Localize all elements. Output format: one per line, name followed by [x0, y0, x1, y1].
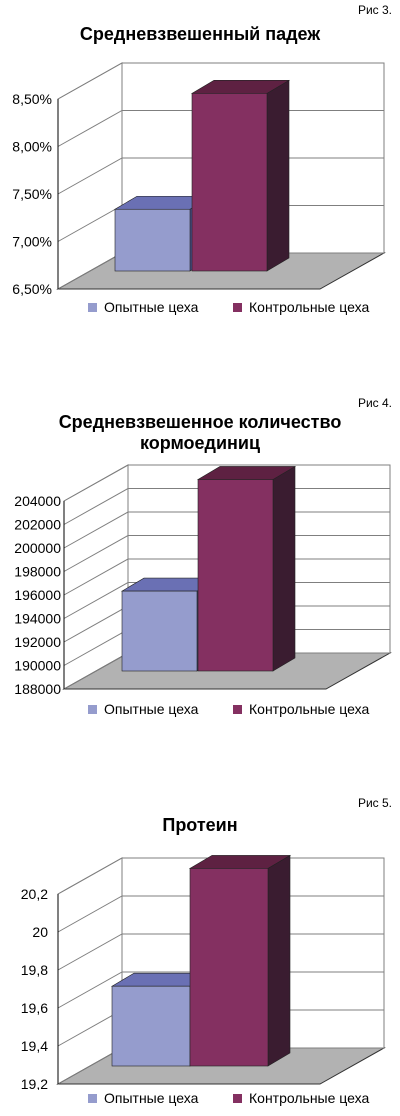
- legend-item-opytnye: Опытные цеха: [88, 701, 198, 717]
- chart-title: Протеин: [0, 815, 400, 836]
- gridline: [63, 464, 390, 502]
- bar-chart-3d: 19,2 19,4 19,6 19,8 20 20,2: [21, 854, 386, 1090]
- legend-swatch: [233, 302, 242, 312]
- legend-item-kontrolnye: Контрольные цеха: [233, 299, 369, 315]
- y-tick-label: 204000: [14, 493, 61, 509]
- gridline: [63, 535, 390, 572]
- legend: Опытные цеха Контрольные цеха: [0, 701, 400, 719]
- legend-label: Контрольные цеха: [249, 701, 370, 717]
- chart-title: Средневзвешенный падеж: [0, 24, 400, 45]
- y-tick-label: 200000: [14, 540, 61, 556]
- y-tick-label: 8,50%: [12, 91, 52, 107]
- gridline: [63, 511, 390, 549]
- y-tick-label: 7,50%: [12, 186, 52, 202]
- gridline: [63, 488, 390, 525]
- y-tick-label: 202000: [14, 517, 61, 533]
- y-tick-label: 7,00%: [12, 234, 52, 250]
- chart-panel-2: Рис 4. Средневзвешенное количество кормо…: [0, 390, 400, 730]
- legend-label: Контрольные цеха: [249, 1090, 370, 1106]
- legend: Опытные цеха Контрольные цеха: [0, 299, 400, 317]
- legend-swatch: [88, 302, 97, 312]
- bar: [121, 590, 198, 672]
- gridline: [57, 157, 384, 195]
- bar: [191, 93, 268, 272]
- bar: [197, 479, 274, 672]
- bar-chart-3d: 188000 190000 192000 194000 196000 198000 2000…: [14, 464, 392, 695]
- gridline: [63, 558, 390, 596]
- bar-chart-3d: 6,50% 7,00% 7,50% 8,00% 8,50%: [12, 62, 386, 297]
- chart-title-line: Протеин: [162, 815, 238, 835]
- legend-swatch: [233, 704, 242, 714]
- y-tick-label: 194000: [14, 611, 61, 627]
- y-tick-label: 6,50%: [12, 281, 52, 297]
- legend-swatch: [88, 1093, 97, 1103]
- chart-panel-1: Рис 3. Средневзвешенный падеж 6,50% 7,00%…: [0, 0, 400, 330]
- legend-item-opytnye: Опытные цеха: [88, 1090, 198, 1106]
- y-tick-label: 20,2: [21, 886, 48, 902]
- legend: Опытные цеха Контрольные цеха: [0, 1090, 400, 1108]
- legend-label: Опытные цеха: [104, 701, 199, 717]
- y-tick-label: 20: [32, 924, 48, 940]
- y-tick-label: 192000: [14, 634, 61, 650]
- gridline: [57, 110, 384, 147]
- bar-side: [267, 854, 291, 1067]
- y-tick-label: 196000: [14, 587, 61, 603]
- legend-item-kontrolnye: Контрольные цеха: [233, 701, 369, 717]
- figure-label: Рис 5.: [357, 796, 392, 810]
- y-tick-label: 19,6: [21, 1000, 48, 1016]
- bar-side: [266, 79, 290, 272]
- chart-title-line: кормоединиц: [139, 433, 261, 453]
- bar: [114, 208, 191, 272]
- y-tick-label: 19,8: [21, 962, 48, 978]
- legend-swatch: [233, 1093, 242, 1103]
- bar: [189, 868, 269, 1067]
- y-tick-label: 19,4: [21, 1038, 48, 1054]
- legend-label: Опытные цеха: [104, 299, 199, 315]
- chart-title: Средневзвешенное количество кормоединиц: [0, 412, 400, 454]
- figure-label: Рис 3.: [357, 3, 392, 17]
- gridline: [57, 62, 384, 100]
- chart-panel-3: Рис 5. Протеин 19,2 19,4 19,6 19,8 20 20,2 Оп…: [0, 790, 400, 1116]
- legend-swatch: [88, 704, 97, 714]
- y-tick-label: 8,00%: [12, 139, 52, 155]
- gridline: [63, 582, 390, 619]
- y-tick-label: 190000: [14, 658, 61, 674]
- gridline: [57, 857, 384, 895]
- chart-title-line: Средневзвешенное количество: [58, 412, 342, 432]
- gridline: [57, 895, 384, 933]
- figure-label: Рис 4.: [357, 396, 392, 410]
- gridline: [57, 971, 384, 1009]
- gridline: [57, 933, 384, 971]
- y-tick-label: 188000: [14, 681, 61, 695]
- legend-label: Контрольные цеха: [249, 299, 370, 315]
- legend-label: Опытные цеха: [104, 1090, 199, 1106]
- y-tick-label: 19,2: [21, 1076, 48, 1090]
- legend-item-kontrolnye: Контрольные цеха: [233, 1090, 369, 1106]
- y-tick-label: 198000: [14, 564, 61, 580]
- legend-item-opytnye: Опытные цеха: [88, 299, 198, 315]
- chart-title-line: Средневзвешенный падеж: [79, 24, 321, 44]
- bar-side: [272, 465, 296, 672]
- bar: [111, 985, 191, 1067]
